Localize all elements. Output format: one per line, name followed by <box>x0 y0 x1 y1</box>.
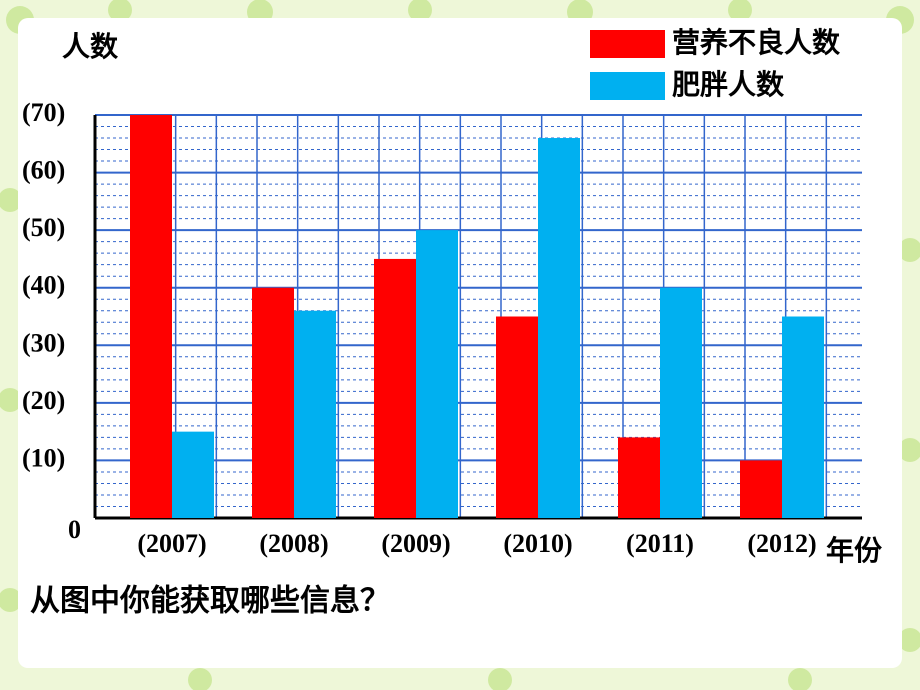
question: 从图中你能获取哪些信息？ <box>30 584 390 619</box>
legend-label: 营养不良人数 <box>672 26 841 59</box>
x-tick-label: (2008) <box>259 529 328 558</box>
x-tick-label: (2012) <box>747 529 816 558</box>
y-tick-label: (40) <box>22 271 65 300</box>
y-tick-label: (10) <box>22 443 65 472</box>
x-tick-label: (2011) <box>626 529 694 558</box>
x-tick-label: (2010) <box>503 529 572 558</box>
y-axis-label: 人数 <box>62 30 119 63</box>
bar <box>660 287 702 518</box>
x-tick-label: (2007) <box>137 529 206 558</box>
x-tick-label: (2009) <box>381 529 450 558</box>
y-tick-label: 0 <box>68 515 81 544</box>
y-tick-label: (70) <box>22 98 65 127</box>
bar <box>496 316 538 518</box>
bar <box>172 431 214 518</box>
bar <box>294 310 336 518</box>
bar <box>538 138 580 518</box>
x-axis-label: 年份 <box>826 534 882 567</box>
y-tick-label: (60) <box>22 156 65 185</box>
bar <box>782 316 824 518</box>
bar <box>416 230 458 518</box>
bar <box>374 258 416 518</box>
bar <box>740 460 782 518</box>
legend-swatch <box>590 30 665 58</box>
legend-label: 肥胖人数 <box>672 68 785 101</box>
y-tick-label: (50) <box>22 213 65 242</box>
legend-swatch <box>590 72 665 100</box>
bar <box>252 287 294 518</box>
bar <box>618 437 660 518</box>
y-tick-label: (20) <box>22 386 65 415</box>
bar <box>130 115 172 518</box>
y-tick-label: (30) <box>22 328 65 357</box>
plot-area <box>95 115 862 518</box>
